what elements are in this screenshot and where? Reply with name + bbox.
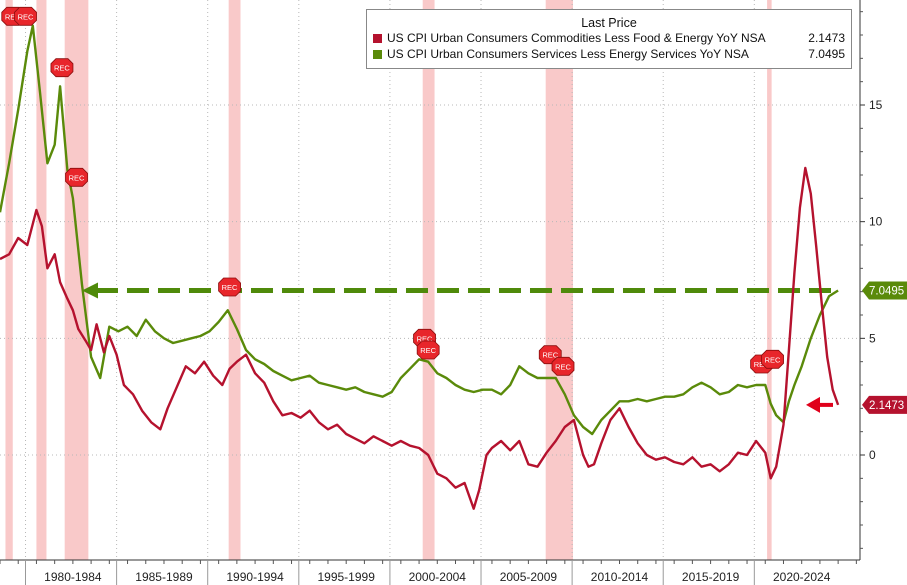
legend-entry-services: US CPI Urban Consumers Services Less Ene… xyxy=(373,46,851,62)
rec-marker-10: REC xyxy=(761,349,784,369)
rec-marker-shape-3 xyxy=(65,167,88,187)
reference-arrowhead xyxy=(81,282,98,299)
legend-value-services: 7.0495 xyxy=(808,47,845,61)
recession-bands xyxy=(5,0,772,560)
rec-marker-8: REC xyxy=(551,356,575,376)
x-tick-label-1: 1985-1989 xyxy=(135,570,193,584)
rec-marker-shape-2 xyxy=(50,58,74,78)
x-axis: 1980-1984 1985-1989 1990-1994 1995-1999 2000… xyxy=(0,559,860,585)
last-price-tag-0: 2.1473 xyxy=(862,395,907,414)
legend-swatch-services xyxy=(373,50,382,59)
recession-band-6 xyxy=(767,0,772,560)
rec-marker-label-9: REC xyxy=(754,360,770,369)
rec-marker-shape-6 xyxy=(416,340,440,360)
series-lines xyxy=(0,24,840,510)
reference-line xyxy=(81,282,839,299)
rec-marker-label-3: REC xyxy=(69,173,85,182)
x-tick-label-0: 1980-1984 xyxy=(44,570,102,584)
red-arrow-head xyxy=(806,396,820,413)
recession-band-2 xyxy=(64,0,89,560)
rec-marker-6: REC xyxy=(416,340,440,360)
x-tick-label-6: 2010-2014 xyxy=(591,570,649,584)
last-price-text-1: 7.0495 xyxy=(869,286,904,298)
rec-marker-label-10: REC xyxy=(765,355,781,364)
rec-marker-shape-10 xyxy=(761,349,784,369)
x-tick-label-7: 2015-2019 xyxy=(682,570,740,584)
recession-band-4 xyxy=(422,0,435,560)
recession-band-5 xyxy=(545,0,574,560)
rec-marker-shape-4 xyxy=(218,277,241,297)
last-price-labels: 2.1473 7.0495 xyxy=(862,281,907,414)
rec-marker-2: REC xyxy=(50,58,74,78)
y-axis: 0 5 10 15 xyxy=(859,0,883,560)
rec-marker-shape-1 xyxy=(14,6,37,26)
x-tick-label-8: 2020-2024 xyxy=(773,570,831,584)
rec-marker-label-1: REC xyxy=(18,12,34,21)
rec-marker-1: REC xyxy=(14,6,37,26)
legend-label-commodities: US CPI Urban Consumers Commodities Less … xyxy=(387,31,766,45)
legend-label-services: US CPI Urban Consumers Services Less Ene… xyxy=(387,47,749,61)
rec-marker-label-0: REC xyxy=(5,12,21,21)
y-tick-label-3: 15 xyxy=(869,98,883,112)
last-price-bg-0 xyxy=(862,395,907,414)
rec-marker-label-6: REC xyxy=(420,346,436,355)
y-tick-label-1: 5 xyxy=(869,331,876,345)
recession-band-1 xyxy=(36,0,47,560)
legend-swatch-commodities xyxy=(373,34,382,43)
last-price-text-0: 2.1473 xyxy=(869,400,904,412)
rec-marker-label-4: REC xyxy=(222,283,238,292)
gridlines xyxy=(0,0,860,560)
rec-marker-3: REC xyxy=(65,167,88,187)
rec-marker-label-5: REC xyxy=(417,334,433,343)
x-tick-label-3: 1995-1999 xyxy=(317,570,375,584)
x-tick-label-4: 2000-2004 xyxy=(409,570,467,584)
series-line-1 xyxy=(0,24,839,436)
series-line-0 xyxy=(0,166,840,510)
rec-marker-4: REC xyxy=(218,277,241,297)
rec-marker-label-2: REC xyxy=(54,64,70,73)
y-tick-label-0: 0 xyxy=(869,448,876,462)
legend-entry-commodities: US CPI Urban Consumers Commodities Less … xyxy=(373,30,851,46)
x-tick-label-5: 2005-2009 xyxy=(500,570,558,584)
last-price-tag-1: 7.0495 xyxy=(862,281,907,300)
last-price-bg-1 xyxy=(862,281,907,300)
legend-title: Last Price xyxy=(581,16,637,30)
x-tick-label-2: 1990-1994 xyxy=(226,570,284,584)
y-tick-label-2: 10 xyxy=(869,215,883,229)
recession-band-0 xyxy=(5,0,13,560)
rec-marker-label-7: REC xyxy=(542,351,558,360)
rec-marker-label-8: REC xyxy=(555,362,571,371)
legend: Last Price US CPI Urban Consumers Commod… xyxy=(366,9,852,69)
rec-marker-shape-8 xyxy=(551,356,575,376)
legend-value-commodities: 2.1473 xyxy=(808,31,845,45)
